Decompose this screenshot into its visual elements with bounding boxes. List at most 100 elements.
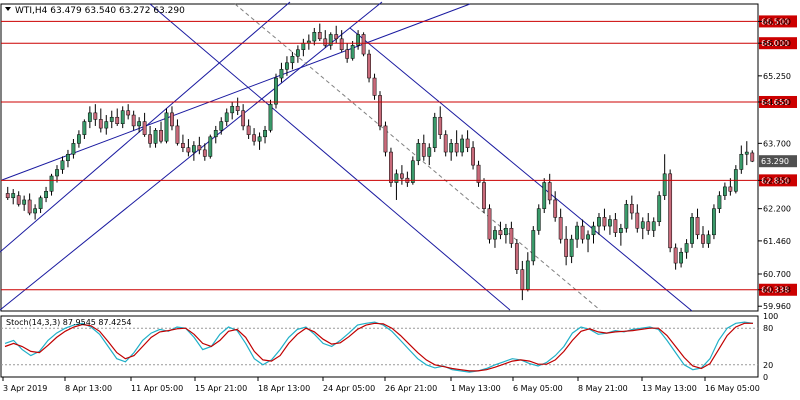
level-badge-label: 66.000 — [761, 39, 789, 48]
candle — [520, 260, 525, 301]
candle-body — [695, 217, 700, 236]
candle — [279, 62, 284, 83]
candle — [16, 191, 21, 207]
candle-body — [679, 251, 683, 264]
candle-body — [536, 208, 541, 231]
support-resistance-levels: 66.500 66.000 64.650 62.850 60.338 63.290 — [1, 15, 797, 296]
candle-body — [564, 238, 569, 257]
channel-line — [1, 3, 471, 181]
price-tick-label: 65.250 — [763, 72, 791, 81]
candle — [651, 217, 656, 237]
candle — [476, 160, 481, 187]
candle-body — [339, 38, 344, 50]
candle — [542, 178, 547, 214]
candle — [509, 221, 514, 248]
symbol-triangle-icon[interactable] — [5, 7, 11, 11]
candle-body — [580, 225, 585, 240]
candle-body — [487, 208, 492, 240]
candle — [356, 30, 360, 50]
candle — [33, 204, 38, 220]
candle — [148, 125, 152, 148]
time-tick-label: 8 May 21:00 — [578, 384, 628, 393]
channel-line — [0, 1, 383, 311]
candle-body — [235, 106, 240, 111]
candle-body — [378, 95, 382, 127]
candle-body — [71, 143, 76, 155]
candle-body — [252, 134, 256, 142]
candle — [367, 49, 371, 83]
stoch-tick-label: 20 — [763, 361, 773, 370]
candle — [60, 156, 65, 174]
candle-body — [186, 147, 191, 153]
candle — [170, 106, 174, 131]
candle-body — [646, 221, 651, 231]
candle — [55, 165, 59, 183]
candle-body — [569, 238, 574, 257]
candle — [465, 130, 470, 153]
candle-body — [460, 138, 465, 153]
candle — [104, 115, 109, 135]
candle-body — [722, 186, 727, 196]
candle — [750, 150, 755, 163]
candle — [131, 110, 136, 131]
candle-body — [109, 116, 114, 122]
candle — [137, 117, 142, 133]
candle — [290, 51, 295, 70]
candle — [597, 213, 601, 235]
candle-body — [542, 182, 547, 209]
candle — [164, 108, 169, 144]
candle — [733, 165, 738, 194]
candle-body — [613, 219, 618, 233]
candle — [361, 32, 366, 57]
candle-body — [27, 199, 32, 214]
candle — [690, 213, 694, 248]
candle-body — [274, 77, 278, 105]
candle — [701, 226, 705, 248]
candle-body — [350, 45, 355, 59]
candle-body — [115, 116, 120, 125]
candle-body — [367, 53, 371, 79]
candle — [679, 247, 683, 268]
price-tick-label: 60.338 — [763, 286, 791, 295]
price-tick-label: 64.650 — [763, 98, 791, 107]
candle — [449, 138, 454, 161]
candle-body — [98, 119, 103, 129]
level-badge — [759, 95, 797, 108]
candle — [416, 138, 421, 166]
stoch-plot-border — [0, 315, 759, 378]
candle-body — [16, 195, 21, 205]
price-tick-label: 59.960 — [763, 302, 791, 311]
candle-body — [175, 125, 180, 144]
candle-body — [531, 230, 536, 262]
candle-body — [717, 195, 722, 209]
candle-body — [159, 130, 163, 142]
candle-body — [493, 230, 497, 240]
candle — [345, 43, 350, 63]
channel-line — [149, 3, 511, 311]
candle-body — [454, 143, 459, 153]
level-badge-label: 66.500 — [761, 17, 789, 26]
candle-body — [104, 121, 109, 129]
candle — [586, 230, 590, 253]
candle — [613, 213, 618, 237]
candle — [5, 186, 10, 200]
candle-body — [60, 160, 65, 170]
candle-body — [126, 110, 131, 116]
stoch-title: Stoch(14,3,3) 87.9545 87.4254 — [6, 318, 132, 327]
candle — [575, 221, 579, 248]
candle-body — [285, 62, 289, 70]
candle — [531, 226, 536, 266]
price-axis: 66.500 66.000 65.250 64.650 63.700 62.850 62.2… — [758, 17, 791, 311]
time-tick-label: 16 May 05:00 — [705, 384, 760, 393]
candle — [728, 178, 733, 196]
candle — [514, 239, 519, 274]
candle-body — [164, 112, 169, 142]
candle-body — [750, 152, 755, 162]
candle — [208, 134, 213, 159]
candle-body — [77, 134, 81, 144]
candle — [213, 125, 218, 144]
candle-body — [137, 121, 142, 127]
candle — [175, 119, 180, 146]
candle — [536, 204, 541, 235]
candle — [252, 128, 256, 146]
